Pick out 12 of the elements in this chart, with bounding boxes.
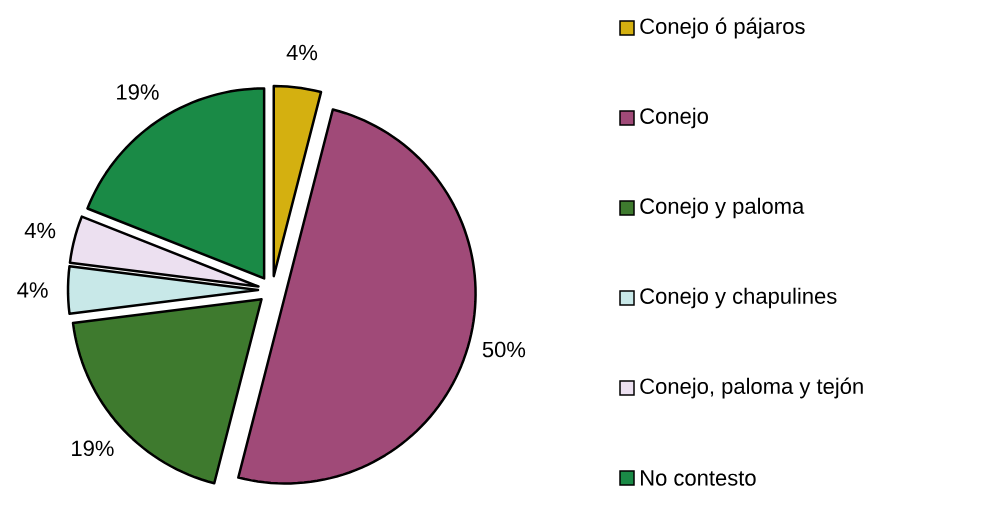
legend-label: Conejo, paloma y tejón (640, 377, 863, 399)
data-label: 50% (482, 341, 526, 358)
legend-label: Conejo (640, 107, 708, 129)
data-label: 4% (286, 44, 318, 61)
legend-label: No contesto (641, 470, 756, 486)
data-label: 4% (17, 282, 48, 298)
legend-label: Conejo y paloma (640, 197, 805, 219)
data-label: 19% (117, 84, 159, 100)
data-label: 19% (72, 440, 114, 457)
legend-label: Conejo ó pájaros (640, 17, 805, 39)
data-label: 4% (24, 222, 56, 239)
legend-label: Conejo y chapulines (640, 287, 837, 309)
